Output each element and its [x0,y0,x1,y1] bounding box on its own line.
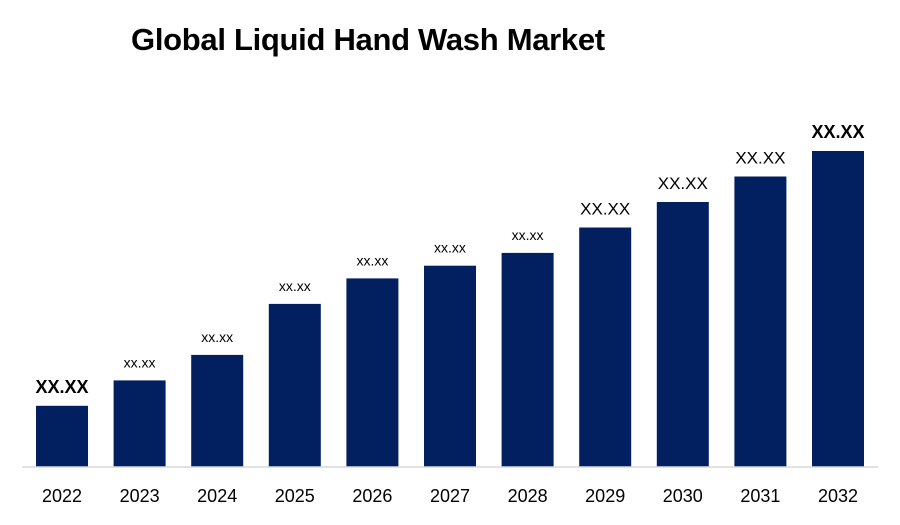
x-tick-2027: 2027 [430,486,470,506]
bar-group [36,151,864,467]
data-label-group: XX.XX xx.xx xx.xx xx.xx xx.xx xx.xx xx.xx XX.XX… [35,122,864,397]
x-tick-2026: 2026 [352,486,392,506]
bar-2025 [268,303,321,467]
data-label-2023: xx.xx [124,354,156,370]
x-tick-2031: 2031 [740,486,780,506]
x-tick-2022: 2022 [42,486,82,506]
bar-2029 [579,227,632,467]
x-tick-2028: 2028 [508,486,548,506]
bar-2026 [346,278,399,467]
bar-2031 [734,176,787,467]
x-tick-2029: 2029 [585,486,625,506]
data-label-2025: xx.xx [279,278,311,294]
bar-2023 [113,380,166,467]
data-label-2030: XX.XX [658,174,708,193]
x-tick-group: 2022 2023 2024 2025 2026 2027 2028 2029 2030 2031… [42,486,858,506]
data-label-2029: XX.XX [580,200,630,219]
bar-2022 [36,405,88,467]
data-label-2032: XX.XX [811,122,864,142]
bar-2028 [501,252,554,467]
bar-2027 [424,265,476,467]
data-label-2022: XX.XX [35,377,88,397]
bar-2024 [191,354,244,467]
chart-title: Global Liquid Hand Wash Market [131,22,605,57]
data-label-2026: xx.xx [356,252,388,268]
bar-2032 [812,151,864,467]
x-tick-2025: 2025 [275,486,315,506]
x-tick-2023: 2023 [120,486,160,506]
data-label-2024: xx.xx [201,329,233,345]
bar-2030 [656,202,709,467]
data-label-2028: xx.xx [512,227,544,243]
x-tick-2030: 2030 [663,486,703,506]
x-tick-2032: 2032 [818,486,858,506]
x-tick-2024: 2024 [197,486,237,506]
data-label-2031: XX.XX [735,149,785,168]
data-label-2027: xx.xx [434,240,466,256]
